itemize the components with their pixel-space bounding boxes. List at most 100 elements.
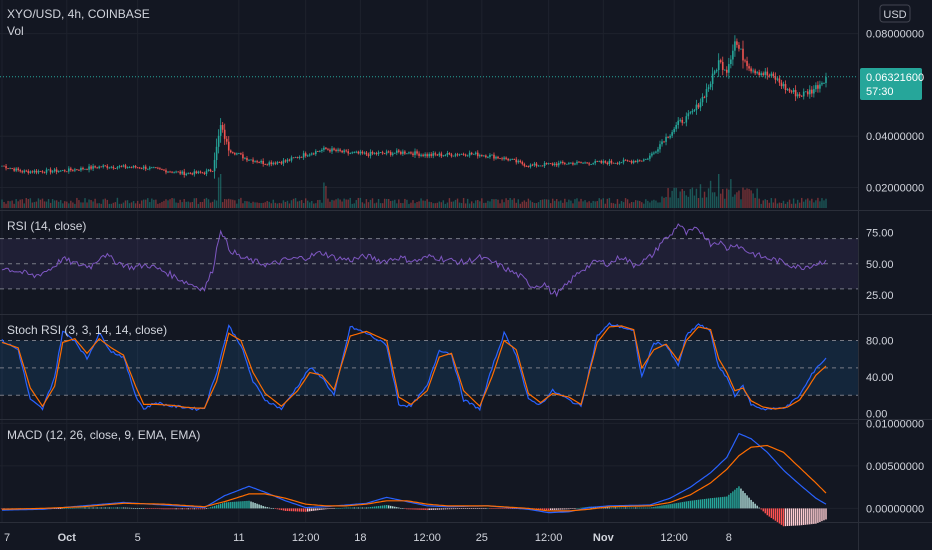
volume-bar <box>68 203 70 208</box>
macd-histogram-bar <box>236 501 238 509</box>
volume-bar <box>622 202 625 208</box>
macd-histogram-bar <box>760 508 762 510</box>
candle-body <box>236 153 238 155</box>
volume-bar <box>803 201 805 208</box>
volume-bar <box>681 188 683 208</box>
macd-histogram-bar <box>782 508 785 527</box>
macd-histogram-bar <box>491 508 493 509</box>
macd-histogram-bar <box>766 508 768 516</box>
candle-body <box>102 165 105 168</box>
macd-histogram-bar <box>392 506 394 509</box>
volume-bar <box>766 200 768 208</box>
volume-bar <box>309 202 311 208</box>
x-tick-label: 12:00 <box>660 532 688 544</box>
volume-bar <box>41 198 44 208</box>
candle-body <box>559 161 562 163</box>
candle-body <box>817 85 819 89</box>
volume-bar <box>110 203 113 208</box>
macd-histogram-bar <box>744 493 746 509</box>
volume-bar <box>693 195 696 208</box>
candle-body <box>570 162 572 164</box>
candle-body <box>651 153 653 156</box>
macd-histogram-bar <box>685 501 688 509</box>
volume-bar <box>258 202 260 208</box>
volume-bar <box>126 200 129 208</box>
candle-body <box>134 166 137 168</box>
macd-pane[interactable] <box>1 432 827 527</box>
currency-button[interactable]: USD <box>879 4 911 23</box>
volume-bar <box>618 203 621 208</box>
candle-body <box>70 168 72 171</box>
candle-body <box>13 168 15 171</box>
macd-histogram-bar <box>272 508 275 509</box>
candle-body <box>142 166 145 169</box>
candle-body <box>391 153 394 155</box>
candle-body <box>41 171 44 173</box>
volume-bar <box>805 199 807 208</box>
volume-bar <box>592 200 594 208</box>
macd-histogram-bar <box>568 508 570 510</box>
candle-body <box>478 155 481 157</box>
macd-histogram-bar <box>213 505 216 509</box>
macd-histogram-bar <box>149 508 151 509</box>
volume-bar <box>590 202 592 208</box>
macd-histogram-bar <box>454 508 457 510</box>
candle-body <box>213 160 216 172</box>
candle-body <box>94 166 96 168</box>
candle-body <box>679 119 682 121</box>
candle-body <box>227 141 230 151</box>
macd-histogram-bar <box>398 507 400 509</box>
macd-histogram-bar <box>124 507 127 509</box>
volume-bar <box>752 193 754 208</box>
candle-body <box>207 169 210 171</box>
macd-histogram-bar <box>262 505 264 509</box>
volume-bar <box>541 199 544 208</box>
volume-bar <box>94 198 96 208</box>
volume-bar <box>29 198 32 208</box>
macd-histogram-bar <box>748 497 750 509</box>
macd-histogram-bar <box>428 508 430 511</box>
candle-body <box>634 160 637 162</box>
candle-body <box>655 151 657 153</box>
candle-body <box>804 91 807 93</box>
candle-body <box>43 172 46 174</box>
volume-bar <box>452 201 455 208</box>
candle-body <box>740 48 742 50</box>
candle-body <box>744 60 746 62</box>
macd-histogram-bar <box>564 508 566 510</box>
candle-body <box>734 41 736 51</box>
macd-histogram-bar <box>493 508 495 509</box>
candle-body <box>82 167 84 170</box>
volume-bar <box>82 202 84 208</box>
symbol-title: XYO/USD, 4h, COINBASE <box>7 7 150 21</box>
macd-histogram-bar <box>309 508 311 512</box>
macd-histogram-bar <box>325 508 327 510</box>
candle-body <box>464 154 467 156</box>
macd-histogram-bar <box>667 504 669 509</box>
volume-bar <box>418 201 420 208</box>
volume-bar <box>122 202 125 208</box>
candle-body <box>49 169 52 173</box>
price-pane[interactable] <box>0 35 858 208</box>
macd-histogram-bar <box>341 507 343 509</box>
volume-bar <box>78 200 80 208</box>
volume-bar <box>608 197 611 208</box>
volume-bar <box>798 202 801 208</box>
x-tick-label: 8 <box>726 532 732 544</box>
macd-histogram-bar <box>217 504 220 509</box>
volume-bar <box>254 202 256 208</box>
volume-bar <box>292 198 295 208</box>
macd-histogram-bar <box>770 508 773 518</box>
stoch-rsi-pane[interactable] <box>0 322 858 412</box>
candle-body <box>667 136 669 138</box>
macd-histogram-bar <box>657 506 659 509</box>
candle-body <box>738 44 740 49</box>
candle-body <box>539 165 542 167</box>
rsi-pane[interactable] <box>0 223 858 298</box>
candle-body <box>234 153 236 155</box>
volume-bar <box>31 202 34 208</box>
macd-histogram-bar <box>165 508 167 510</box>
volume-bar <box>161 201 163 208</box>
candle-body <box>642 159 645 161</box>
